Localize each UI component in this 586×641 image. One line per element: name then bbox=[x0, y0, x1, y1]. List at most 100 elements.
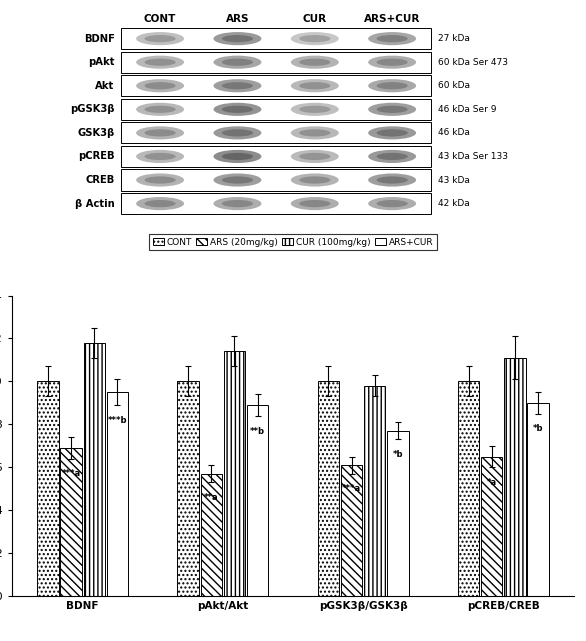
Text: 42 kDa: 42 kDa bbox=[438, 199, 469, 208]
Ellipse shape bbox=[213, 174, 261, 187]
Text: CREB: CREB bbox=[86, 175, 115, 185]
Bar bbox=[458, 381, 479, 596]
Text: CONT: CONT bbox=[144, 13, 176, 24]
Ellipse shape bbox=[213, 56, 261, 69]
Ellipse shape bbox=[222, 129, 253, 137]
Ellipse shape bbox=[136, 126, 184, 140]
Ellipse shape bbox=[213, 126, 261, 140]
Text: ARS+CUR: ARS+CUR bbox=[364, 13, 420, 24]
Ellipse shape bbox=[368, 56, 416, 69]
Ellipse shape bbox=[291, 150, 339, 163]
Ellipse shape bbox=[299, 82, 331, 89]
Text: **b: **b bbox=[250, 426, 265, 435]
Text: ***b: ***b bbox=[108, 416, 127, 425]
Ellipse shape bbox=[291, 126, 339, 140]
Ellipse shape bbox=[368, 103, 416, 116]
Bar bbox=[38, 381, 59, 596]
Ellipse shape bbox=[213, 150, 261, 163]
Bar bbox=[200, 474, 222, 596]
Text: 60 kDa: 60 kDa bbox=[438, 81, 469, 90]
Text: *b: *b bbox=[393, 450, 403, 459]
Text: ***a: ***a bbox=[342, 485, 361, 494]
Ellipse shape bbox=[222, 58, 253, 66]
Ellipse shape bbox=[377, 58, 408, 66]
Ellipse shape bbox=[368, 197, 416, 210]
Ellipse shape bbox=[299, 129, 331, 137]
Ellipse shape bbox=[368, 126, 416, 140]
Text: *b: *b bbox=[533, 424, 543, 433]
Text: 43 kDa: 43 kDa bbox=[438, 176, 469, 185]
Text: pGSK3β: pGSK3β bbox=[70, 104, 115, 114]
Bar bbox=[364, 386, 386, 596]
Ellipse shape bbox=[145, 153, 176, 160]
Ellipse shape bbox=[213, 197, 261, 210]
Bar bbox=[60, 448, 82, 596]
Ellipse shape bbox=[145, 129, 176, 137]
Ellipse shape bbox=[377, 35, 408, 42]
Bar bbox=[121, 169, 431, 190]
Text: 46 kDa: 46 kDa bbox=[438, 128, 469, 137]
Ellipse shape bbox=[299, 153, 331, 160]
Ellipse shape bbox=[136, 79, 184, 92]
Text: GSK3β: GSK3β bbox=[77, 128, 115, 138]
Text: ***a: ***a bbox=[62, 469, 81, 478]
Bar bbox=[121, 99, 431, 120]
Ellipse shape bbox=[222, 106, 253, 113]
Ellipse shape bbox=[377, 153, 408, 160]
Ellipse shape bbox=[377, 82, 408, 89]
Ellipse shape bbox=[291, 32, 339, 46]
Ellipse shape bbox=[299, 200, 331, 207]
Ellipse shape bbox=[145, 35, 176, 42]
Text: **a: **a bbox=[204, 493, 219, 502]
Text: 60 kDa Ser 473: 60 kDa Ser 473 bbox=[438, 58, 507, 67]
Text: pAkt: pAkt bbox=[88, 57, 115, 67]
Ellipse shape bbox=[291, 56, 339, 69]
Ellipse shape bbox=[145, 176, 176, 183]
Bar bbox=[527, 403, 548, 596]
Ellipse shape bbox=[368, 174, 416, 187]
Text: β Actin: β Actin bbox=[75, 199, 115, 208]
Ellipse shape bbox=[222, 200, 253, 207]
Text: pCREB: pCREB bbox=[78, 151, 115, 162]
Bar bbox=[247, 405, 268, 596]
Text: Akt: Akt bbox=[96, 81, 115, 91]
Ellipse shape bbox=[299, 176, 331, 183]
Ellipse shape bbox=[299, 58, 331, 66]
Bar bbox=[84, 343, 105, 596]
Ellipse shape bbox=[377, 176, 408, 183]
Bar bbox=[121, 28, 431, 49]
Ellipse shape bbox=[213, 32, 261, 46]
Ellipse shape bbox=[145, 82, 176, 89]
Text: BDNF: BDNF bbox=[84, 33, 115, 44]
Ellipse shape bbox=[136, 150, 184, 163]
Ellipse shape bbox=[291, 103, 339, 116]
Text: CUR: CUR bbox=[303, 13, 327, 24]
Ellipse shape bbox=[291, 197, 339, 210]
Ellipse shape bbox=[213, 103, 261, 116]
Text: *a: *a bbox=[486, 478, 497, 487]
Ellipse shape bbox=[222, 176, 253, 183]
Ellipse shape bbox=[377, 106, 408, 113]
Ellipse shape bbox=[368, 150, 416, 163]
Ellipse shape bbox=[145, 200, 176, 207]
Ellipse shape bbox=[145, 106, 176, 113]
Bar bbox=[341, 465, 362, 596]
Ellipse shape bbox=[368, 79, 416, 92]
Bar bbox=[121, 122, 431, 144]
Ellipse shape bbox=[136, 197, 184, 210]
Ellipse shape bbox=[291, 79, 339, 92]
Text: 43 kDa Ser 133: 43 kDa Ser 133 bbox=[438, 152, 507, 161]
Ellipse shape bbox=[136, 103, 184, 116]
Bar bbox=[107, 392, 128, 596]
Bar bbox=[387, 431, 408, 596]
Ellipse shape bbox=[213, 79, 261, 92]
Bar bbox=[121, 193, 431, 214]
Ellipse shape bbox=[299, 106, 331, 113]
Ellipse shape bbox=[136, 32, 184, 46]
Bar bbox=[121, 146, 431, 167]
Bar bbox=[121, 75, 431, 96]
Ellipse shape bbox=[222, 82, 253, 89]
Bar bbox=[224, 351, 245, 596]
Bar bbox=[318, 381, 339, 596]
Text: 46 kDa Ser 9: 46 kDa Ser 9 bbox=[438, 105, 496, 114]
